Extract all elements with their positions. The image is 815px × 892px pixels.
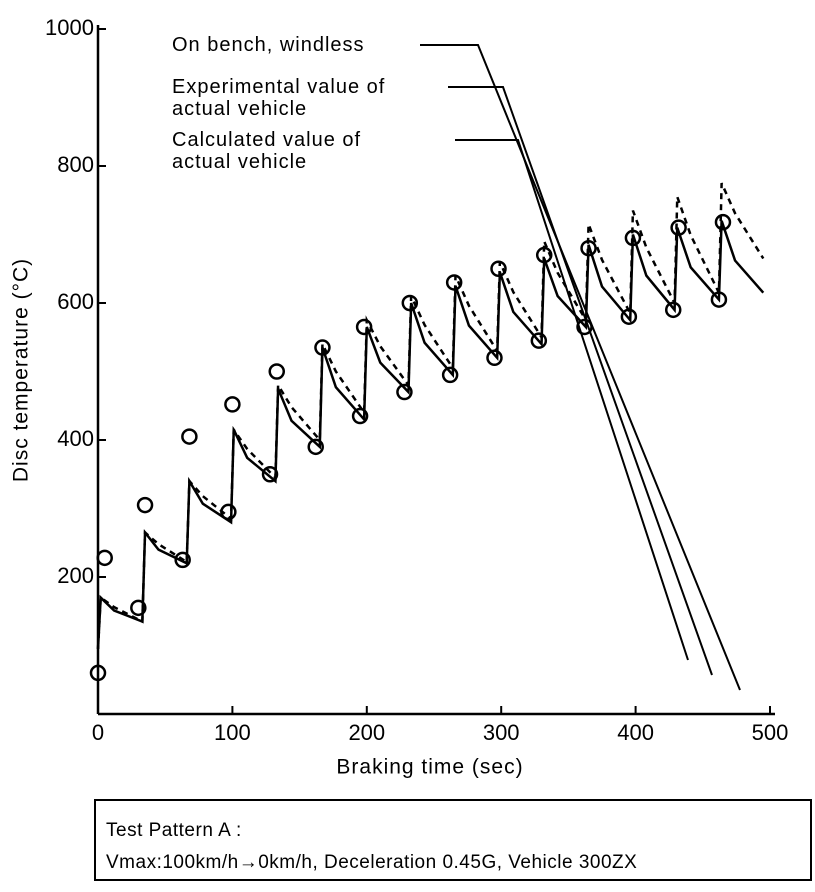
data-point <box>351 407 369 425</box>
note: Test Pattern A : <box>106 820 242 841</box>
data-point <box>89 664 107 682</box>
series-label: Calculated value of actual vehicle <box>172 129 362 173</box>
data-point <box>181 428 198 445</box>
leader-line <box>448 86 713 676</box>
data-point <box>261 466 279 483</box>
leader-line <box>455 139 689 661</box>
data-line <box>96 182 765 649</box>
series-label: On bench, windless <box>172 34 365 56</box>
note: Vmax:100km/h→0km/h, Deceleration 0.45G, … <box>106 852 638 873</box>
y-tick-label: 400 <box>57 426 94 451</box>
x-tick-label: 100 <box>214 720 251 745</box>
x-tick-label: 400 <box>617 720 654 745</box>
y-tick-label: 600 <box>57 289 94 314</box>
data-point <box>664 301 682 319</box>
data-point <box>486 349 503 367</box>
data-line <box>96 220 765 649</box>
y-tick-label: 800 <box>57 152 94 177</box>
x-tick-label: 200 <box>348 720 385 745</box>
series-label: Experimental value of actual vehicle <box>172 76 386 120</box>
data-point <box>96 549 113 567</box>
data-point <box>576 318 593 336</box>
x-tick-label: 0 <box>92 720 104 745</box>
data-point <box>355 318 373 336</box>
y-axis-title: Disc temperature (°C) <box>10 258 33 482</box>
data-point <box>307 438 324 456</box>
x-tick-label: 500 <box>752 720 789 745</box>
leader-line <box>420 44 741 691</box>
data-point <box>620 308 638 325</box>
data-point <box>224 396 241 413</box>
note-box <box>94 799 812 881</box>
data-point <box>530 332 548 349</box>
x-tick-label: 300 <box>483 720 520 745</box>
y-tick-label: 200 <box>57 563 94 588</box>
data-point <box>268 363 286 380</box>
x-axis-title: Braking time (sec) <box>336 756 523 779</box>
data-point <box>714 213 732 231</box>
y-tick-label: 1000 <box>45 15 94 40</box>
data-point <box>220 503 237 521</box>
data-point <box>174 551 191 569</box>
data-point <box>136 496 154 514</box>
data-point <box>396 383 413 401</box>
data-point <box>441 366 459 384</box>
data-point <box>130 599 147 617</box>
